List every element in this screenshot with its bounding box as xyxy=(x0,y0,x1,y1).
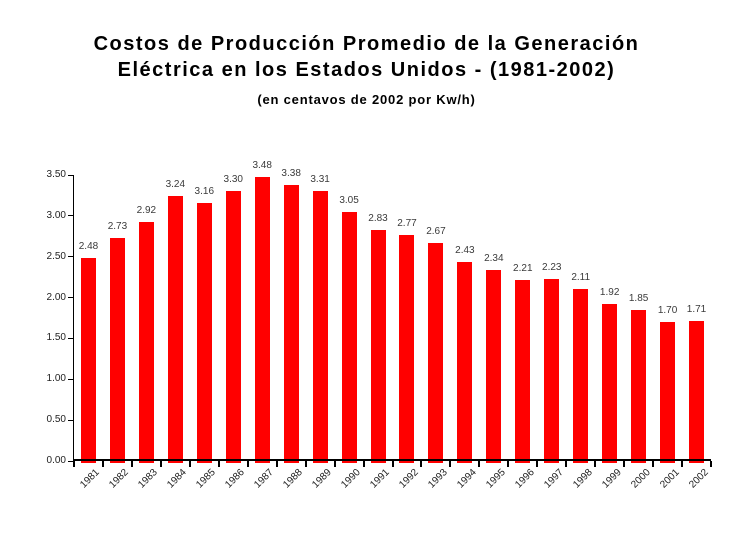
y-tick-label: 2.50 xyxy=(46,250,66,262)
y-axis-tick xyxy=(68,256,74,258)
bar-value-label: 3.48 xyxy=(252,159,272,171)
bar-value-label: 2.92 xyxy=(136,205,157,217)
x-axis-tick xyxy=(536,461,539,467)
y-axis-tick xyxy=(68,215,74,217)
bar xyxy=(399,234,415,463)
y-tick-label: 0.50 xyxy=(46,414,66,426)
bar xyxy=(225,191,241,463)
x-axis-tick xyxy=(73,461,75,467)
bar-value-label: 2.11 xyxy=(571,271,591,283)
bar xyxy=(196,202,212,463)
bar-value-label: 3.38 xyxy=(281,167,301,179)
bar-value-label: 2.48 xyxy=(78,241,99,253)
x-axis-tick xyxy=(130,461,133,467)
bar xyxy=(109,237,125,463)
chart-title: Costos de Producción Promedio de la Gene… xyxy=(0,31,733,83)
x-axis-tick xyxy=(304,461,307,467)
x-axis-tick xyxy=(681,461,684,467)
y-axis-tick xyxy=(68,460,74,462)
bar-value-label: 1.92 xyxy=(599,287,620,299)
x-axis-tick xyxy=(275,461,278,467)
y-axis-tick xyxy=(68,297,74,299)
bar xyxy=(80,258,96,463)
bar xyxy=(486,269,502,463)
y-tick-label: 3.00 xyxy=(46,209,66,221)
y-axis-tick xyxy=(68,378,74,380)
x-axis-tick xyxy=(101,461,104,467)
x-axis-tick xyxy=(478,461,481,467)
x-axis-tick xyxy=(420,461,423,467)
bar-value-label: 1.70 xyxy=(657,305,678,317)
y-tick-label: 1.00 xyxy=(46,373,66,385)
bar xyxy=(457,262,473,463)
bar xyxy=(631,309,647,463)
bar xyxy=(167,196,183,463)
bar xyxy=(370,229,386,463)
bar-value-label: 2.43 xyxy=(455,245,475,257)
bar-value-label: 2.34 xyxy=(484,252,504,264)
bar-value-label: 2.73 xyxy=(107,220,128,232)
chart-subtitle: (en centavos de 2002 por Kw/h) xyxy=(257,92,476,107)
bar xyxy=(544,278,560,463)
x-axis-tick xyxy=(246,461,249,467)
bar-value-label: 3.16 xyxy=(194,185,215,197)
bar xyxy=(573,288,589,463)
y-axis-tick xyxy=(68,174,74,176)
x-axis-tick xyxy=(391,461,394,467)
y-axis-tick xyxy=(68,419,74,421)
bar xyxy=(283,184,299,463)
bar-value-label: 1.85 xyxy=(628,292,649,304)
x-axis-tick xyxy=(333,461,336,467)
bar xyxy=(341,211,357,463)
chart-title-line1: Costos de Producción Promedio de la Gene… xyxy=(93,33,640,55)
y-tick-label: 0.00 xyxy=(46,455,66,466)
bar-value-label: 3.30 xyxy=(223,174,243,186)
bar-value-label: 2.67 xyxy=(426,225,446,237)
bar-value-label: 1.71 xyxy=(686,304,707,316)
bar-value-label: 2.21 xyxy=(513,263,533,275)
x-axis-tick xyxy=(594,461,597,467)
y-tick-label: 1.50 xyxy=(46,332,66,344)
x-axis-tick xyxy=(623,461,626,467)
bar xyxy=(660,322,676,463)
y-tick-label: 3.50 xyxy=(46,169,66,180)
bar-value-label: 2.23 xyxy=(542,261,562,273)
bar-value-label: 2.77 xyxy=(397,217,417,229)
bar xyxy=(138,222,154,463)
x-axis-tick xyxy=(652,461,655,467)
plot-area: 0.00 0.50 1.00 1.50 2.00 2.50 3.00 3.50 2.48 2.73… xyxy=(47,160,712,491)
bar xyxy=(312,190,328,463)
bar-value-label: 3.31 xyxy=(310,173,330,185)
bar-value-label: 3.24 xyxy=(165,179,186,191)
x-axis-tick xyxy=(507,461,510,467)
y-axis-tick xyxy=(68,337,74,339)
chart-title-line2: Eléctrica en los Estados Unidos - (1981-… xyxy=(117,59,616,81)
x-axis-line xyxy=(73,459,711,461)
x-axis-tick xyxy=(217,461,220,467)
bar xyxy=(689,321,705,463)
x-axis-tick xyxy=(710,461,712,467)
bar xyxy=(428,242,444,463)
x-axis-tick xyxy=(362,461,365,467)
x-axis-tick xyxy=(449,461,452,467)
bar xyxy=(254,176,270,463)
bar-value-label: 3.05 xyxy=(339,194,359,206)
bar xyxy=(515,280,531,463)
x-axis-tick xyxy=(159,461,162,467)
x-axis-tick xyxy=(565,461,568,467)
bar-value-label: 2.83 xyxy=(368,212,388,224)
bar xyxy=(602,304,618,463)
x-axis-tick xyxy=(188,461,191,467)
y-tick-label: 2.00 xyxy=(46,291,66,303)
